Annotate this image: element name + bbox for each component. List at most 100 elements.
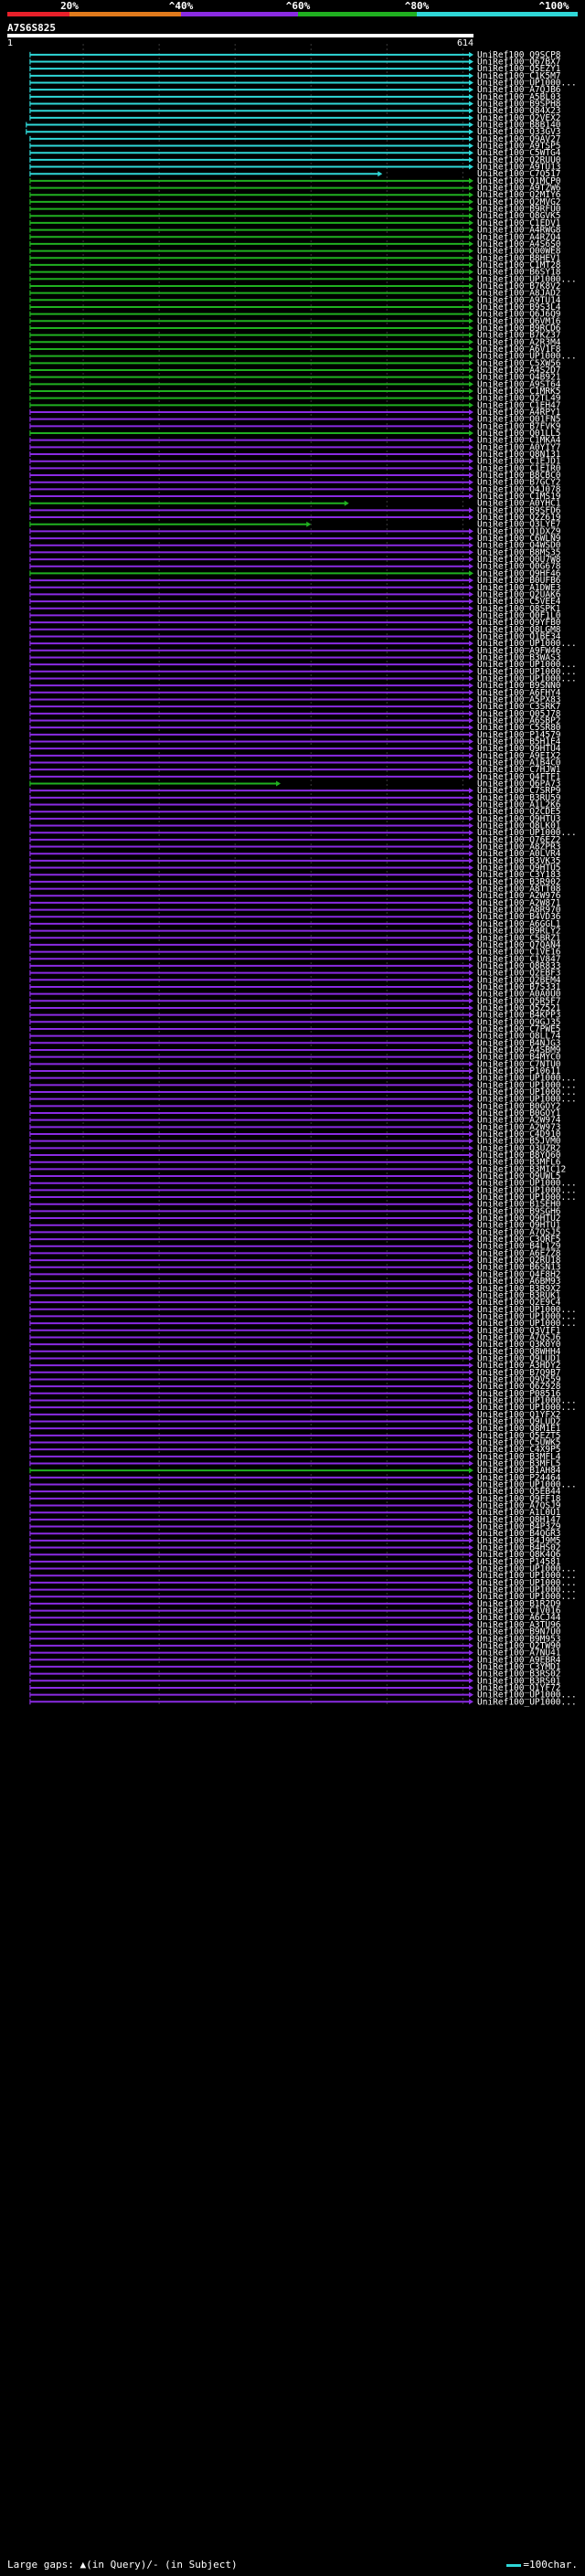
hit-label[interactable]: UniRef100_B8B140 bbox=[477, 121, 561, 131]
hit-row[interactable]: UniRef100_UP1000... bbox=[29, 1179, 577, 1189]
hit-row[interactable]: UniRef100_UP1000... bbox=[29, 1193, 577, 1203]
hit-label[interactable]: UniRef100_A2W871 bbox=[477, 898, 561, 908]
hit-row[interactable]: UniRef100_A6FHY4 bbox=[29, 688, 561, 698]
hit-label[interactable]: UniRef100_Q8WHH4 bbox=[477, 1347, 561, 1357]
hit-label[interactable]: UniRef100_A3HDY2 bbox=[477, 1361, 561, 1371]
hit-row[interactable]: UniRef100_B3MFL5 bbox=[29, 1459, 561, 1469]
hit-row[interactable]: UniRef100_A6SBP2 bbox=[29, 716, 561, 726]
hit-label[interactable]: UniRef100_UP1000... bbox=[477, 673, 577, 684]
hit-row[interactable]: UniRef100_B4NJG3 bbox=[29, 1038, 561, 1048]
hit-row[interactable]: UniRef100_B7GCY2 bbox=[29, 478, 561, 488]
hit-label[interactable]: UniRef100_Q9FF18 bbox=[477, 1494, 561, 1504]
hit-row[interactable]: UniRef100_C1EH47 bbox=[29, 400, 561, 410]
hit-row[interactable]: UniRef100_B3WAS3 bbox=[29, 652, 561, 663]
hit-label[interactable]: UniRef100_A2W976 bbox=[477, 891, 561, 901]
hit-row[interactable]: UniRef100_B5JVM0 bbox=[29, 1137, 561, 1147]
hit-label[interactable]: UniRef100_B3RUK1 bbox=[477, 1290, 561, 1300]
hit-label[interactable]: UniRef100_B3RS01 bbox=[477, 1676, 561, 1686]
hit-row[interactable]: UniRef100_A3HDY2 bbox=[29, 1361, 561, 1371]
hit-row[interactable]: UniRef100_Q1BE34 bbox=[29, 631, 561, 641]
hit-row[interactable]: UniRef100_B3VK35 bbox=[29, 856, 561, 866]
hit-label[interactable]: UniRef100_Q8N131 bbox=[477, 450, 561, 460]
hit-row[interactable]: UniRef100_B7Q9B7 bbox=[29, 1368, 561, 1378]
hit-label[interactable]: UniRef100_C1EIR0 bbox=[477, 463, 561, 473]
hit-label[interactable]: UniRef100_B5H1E4 bbox=[477, 737, 561, 747]
hit-label[interactable]: UniRef100_A9EBR4 bbox=[477, 1655, 561, 1665]
hit-row[interactable]: UniRef100_Q2RUU0 bbox=[29, 155, 561, 165]
hit-label[interactable]: UniRef100_C1EJD1 bbox=[477, 457, 561, 467]
hit-label[interactable]: UniRef100_Q2VEX2 bbox=[477, 113, 561, 123]
hit-label[interactable]: UniRef100_P10611 bbox=[477, 1066, 561, 1076]
hit-row[interactable]: UniRef100_Q9YFB0 bbox=[29, 618, 561, 628]
hit-row[interactable]: UniRef100_B9S3L4 bbox=[29, 302, 561, 313]
hit-label[interactable]: UniRef100_B9SGH6 bbox=[477, 1206, 561, 1216]
hit-label[interactable]: UniRef100_A8R970 bbox=[477, 906, 561, 916]
hit-label[interactable]: UniRef100_Q6VM16 bbox=[477, 316, 561, 326]
hit-row[interactable]: UniRef100_A8R970 bbox=[29, 906, 561, 916]
hit-row[interactable]: UniRef100_C6WLN9 bbox=[29, 534, 561, 544]
hit-label[interactable]: UniRef100_Q05J78 bbox=[477, 709, 561, 719]
hit-row[interactable]: UniRef100_A9EBR4 bbox=[29, 1655, 561, 1665]
hit-row[interactable]: UniRef100_A4RZQ4 bbox=[29, 232, 561, 242]
hit-row[interactable]: UniRef100_Q8LL74 bbox=[29, 1032, 561, 1042]
hit-label[interactable]: UniRef100_B4NJG3 bbox=[477, 1038, 561, 1048]
hit-label[interactable]: UniRef100_Q5EZT5 bbox=[477, 1431, 561, 1441]
hit-label[interactable]: UniRef100_Q9LUD1 bbox=[477, 1353, 561, 1363]
hit-row[interactable]: UniRef100_B0GOY1 bbox=[29, 1108, 561, 1118]
hit-label[interactable]: UniRef100_Q01LL5 bbox=[477, 429, 561, 439]
hit-row[interactable]: UniRef100_A0LVR4 bbox=[29, 849, 561, 859]
hit-label[interactable]: UniRef100_A7QJB6 bbox=[477, 85, 561, 95]
hit-label[interactable]: UniRef100_Q8M1E1 bbox=[477, 1424, 561, 1434]
hit-row[interactable]: UniRef100_Q2TW90 bbox=[29, 1641, 561, 1651]
hit-row[interactable]: UniRef100_Q1MCP0 bbox=[29, 176, 561, 186]
hit-label[interactable]: UniRef100_B1AH84 bbox=[477, 1466, 561, 1476]
hit-row[interactable]: UniRef100_C5UWK5 bbox=[29, 1437, 561, 1447]
hit-row[interactable]: UniRef100_B9RFU0 bbox=[29, 205, 561, 215]
hit-row[interactable]: UniRef100_Q2MVG2 bbox=[29, 197, 561, 207]
hit-label[interactable]: UniRef100_A9TU14 bbox=[477, 295, 561, 305]
hit-row[interactable]: UniRef100_C1VE16 bbox=[29, 948, 561, 958]
hit-label[interactable]: UniRef100_C1MRK5 bbox=[477, 387, 561, 397]
hit-label[interactable]: UniRef100_Q0U7W8 bbox=[477, 555, 561, 565]
hit-row[interactable]: UniRef100_Q3LYE7 bbox=[29, 520, 561, 530]
hit-label[interactable]: UniRef100_Q76EZ2 bbox=[477, 835, 561, 845]
hit-row[interactable]: UniRef100_B6SY18 bbox=[29, 268, 561, 278]
hit-row[interactable]: UniRef100_Q6Z928 bbox=[29, 1382, 561, 1392]
hit-label[interactable]: UniRef100_C3Y183 bbox=[477, 870, 561, 880]
hit-label[interactable]: UniRef100_Q2BEM4 bbox=[477, 975, 561, 985]
hit-label[interactable]: UniRef100_A3TU96 bbox=[477, 1620, 561, 1630]
hit-label[interactable]: UniRef100_B9SPH8 bbox=[477, 100, 561, 110]
hit-label[interactable]: UniRef100_Q9UWL5 bbox=[477, 1171, 561, 1182]
hit-label[interactable]: UniRef100_B4L1Z9 bbox=[477, 1242, 561, 1252]
hit-label[interactable]: UniRef100_A7QSJ5 bbox=[477, 1227, 561, 1237]
hit-row[interactable]: UniRef100_Q9LUD2 bbox=[29, 1416, 561, 1426]
hit-label[interactable]: UniRef100_Q2Z619 bbox=[477, 513, 561, 523]
hit-label[interactable]: UniRef100_Q6PA73 bbox=[477, 779, 561, 790]
hit-label[interactable]: UniRef100_UP1000... bbox=[477, 1185, 577, 1195]
hit-label[interactable]: UniRef100_B0GOY1 bbox=[477, 1108, 561, 1118]
hit-label[interactable]: UniRef100_Q4J078 bbox=[477, 484, 561, 494]
hit-row[interactable]: UniRef100_B3RS01 bbox=[29, 1676, 561, 1686]
hit-row[interactable]: UniRef100_Q8K4Q6 bbox=[29, 1550, 561, 1560]
hit-row[interactable]: UniRef100_Q8R833 bbox=[29, 961, 561, 971]
hit-row[interactable]: UniRef100_Q8WHH4 bbox=[29, 1347, 561, 1357]
hit-row[interactable]: UniRef100_Q7QAN4 bbox=[29, 940, 561, 950]
hit-row[interactable]: UniRef100_A2R3M4 bbox=[29, 337, 561, 347]
hit-label[interactable]: UniRef100_Q2MIY6 bbox=[477, 190, 561, 200]
hit-label[interactable]: UniRef100_Q2EBF3 bbox=[477, 969, 561, 979]
hit-label[interactable]: UniRef100_B4P3Z9 bbox=[477, 1522, 561, 1532]
hit-row[interactable]: UniRef100_B4VD36 bbox=[29, 912, 561, 922]
hit-label[interactable]: UniRef100_Q7QAN4 bbox=[477, 940, 561, 950]
hit-row[interactable]: UniRef100_Q8SPK1 bbox=[29, 604, 561, 614]
hit-label[interactable]: UniRef100_UP1000... bbox=[477, 1585, 577, 1595]
hit-label[interactable]: UniRef100_B9RCD6 bbox=[477, 323, 561, 334]
hit-row[interactable]: UniRef100_A9EIX2 bbox=[29, 751, 561, 761]
hit-row[interactable]: UniRef100_A2W973 bbox=[29, 1122, 561, 1132]
hit-row[interactable]: UniRef100_UP1000... bbox=[29, 1074, 577, 1084]
hit-row[interactable]: UniRef100_Q1YF72 bbox=[29, 1683, 561, 1693]
hit-row[interactable]: UniRef100_Q2Z619 bbox=[29, 513, 561, 523]
hit-label[interactable]: UniRef100_Q8K4Q6 bbox=[477, 1550, 561, 1560]
hit-row[interactable]: UniRef100_B4MYC0 bbox=[29, 1053, 561, 1063]
hit-row[interactable]: UniRef100_B3R902 bbox=[29, 877, 561, 887]
hit-row[interactable]: UniRef100_A9ST64 bbox=[29, 379, 561, 389]
